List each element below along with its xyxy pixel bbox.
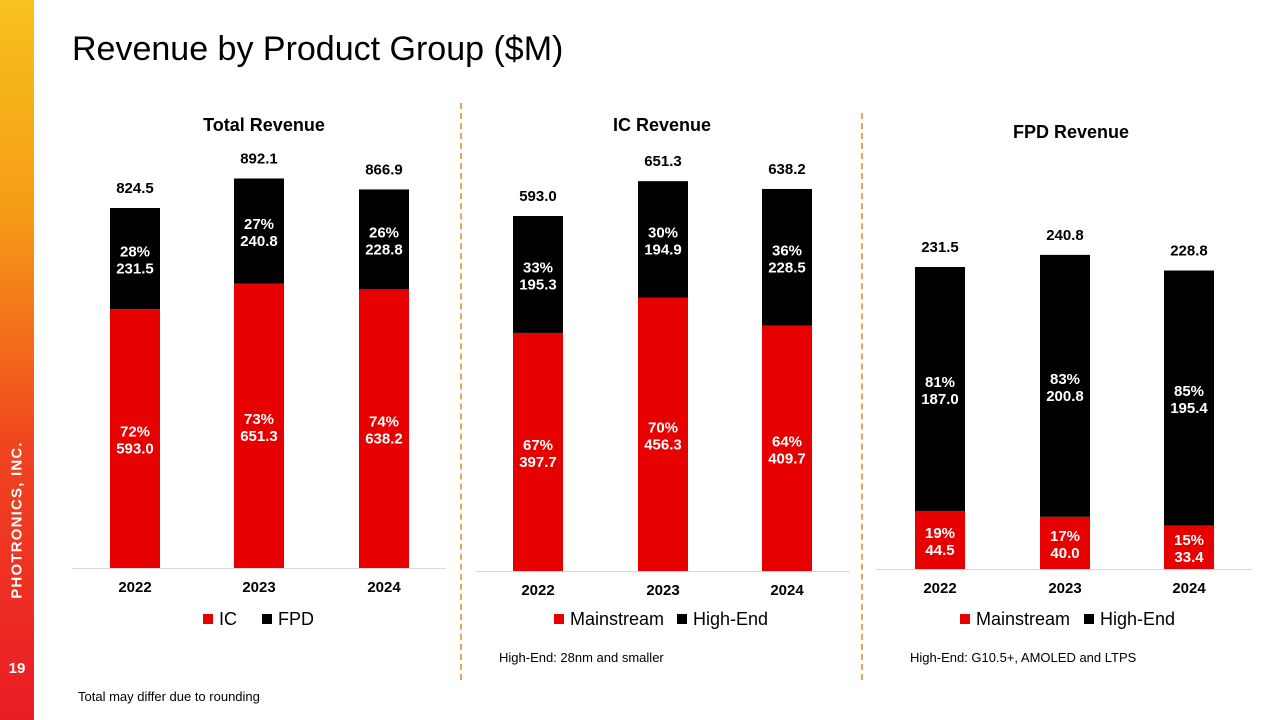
data-label-percent: 67% xyxy=(523,437,553,454)
data-label-percent: 15% xyxy=(1174,532,1204,549)
data-label-value: 397.7 xyxy=(519,454,557,471)
x-tick-label: 2022 xyxy=(521,582,554,599)
bar-mainstream-2023 xyxy=(1040,516,1090,569)
data-label-value: 194.9 xyxy=(644,241,682,258)
legend-swatch xyxy=(262,614,272,624)
data-label-value: 409.7 xyxy=(768,450,806,467)
data-label-value: 44.5 xyxy=(925,542,954,559)
x-tick-label: 2023 xyxy=(1048,580,1081,597)
legend-label: Mainstream xyxy=(976,609,1070,629)
bar-mainstream-2022 xyxy=(915,510,965,569)
page-title: Revenue by Product Group ($M) xyxy=(72,30,564,68)
data-label-percent: 72% xyxy=(120,424,150,441)
total-label: 593.0 xyxy=(519,188,557,205)
bar-high-end-2023 xyxy=(638,181,688,298)
x-tick-label: 2024 xyxy=(1172,580,1206,597)
data-label-value: 33.4 xyxy=(1174,549,1204,566)
bar-high-end-2024 xyxy=(1164,270,1214,526)
total-label: 866.9 xyxy=(365,161,403,178)
bar-fpd-2022 xyxy=(110,208,160,310)
legend-label: High-End xyxy=(1100,609,1175,629)
x-tick-label: 2023 xyxy=(646,582,679,599)
data-label-value: 187.0 xyxy=(921,391,959,408)
legend-label: FPD xyxy=(278,609,314,629)
legend-label: High-End xyxy=(693,609,768,629)
total-label: 240.8 xyxy=(1046,227,1084,244)
data-label-value: 200.8 xyxy=(1046,388,1084,405)
legend-swatch xyxy=(203,614,213,624)
data-label-percent: 19% xyxy=(925,525,955,542)
data-label-percent: 73% xyxy=(244,411,274,428)
data-label-percent: 74% xyxy=(369,414,399,431)
legend-label: Mainstream xyxy=(570,609,664,629)
bar-fpd-2023 xyxy=(234,178,284,284)
chart-title: IC Revenue xyxy=(613,115,711,135)
bar-ic-2022 xyxy=(110,309,160,568)
data-label-value: 638.2 xyxy=(365,431,403,448)
data-label-value: 456.3 xyxy=(644,436,682,453)
bar-mainstream-2023 xyxy=(638,297,688,571)
data-label-value: 40.0 xyxy=(1050,545,1079,562)
data-label-percent: 33% xyxy=(523,259,553,276)
x-tick-label: 2022 xyxy=(923,580,956,597)
page-number: 19 xyxy=(8,660,26,677)
data-label-value: 593.0 xyxy=(116,441,154,458)
brand-sidebar: PHOTRONICS, INC. 19 xyxy=(0,0,34,720)
total-label: 892.1 xyxy=(240,150,278,167)
data-label-percent: 81% xyxy=(925,374,955,391)
legend-swatch xyxy=(554,614,564,624)
data-label-value: 240.8 xyxy=(240,233,278,250)
bar-high-end-2024 xyxy=(762,188,812,326)
total-label: 228.8 xyxy=(1170,243,1208,260)
data-label-percent: 28% xyxy=(120,244,150,261)
chart-title: FPD Revenue xyxy=(1013,122,1129,142)
ic-footnote: High-End: 28nm and smaller xyxy=(499,650,664,665)
data-label-value: 231.5 xyxy=(116,261,154,278)
total-label: 824.5 xyxy=(116,180,154,197)
bar-fpd-2024 xyxy=(359,189,409,290)
bar-mainstream-2024 xyxy=(1164,525,1214,569)
x-tick-label: 2024 xyxy=(367,579,401,596)
legend-swatch xyxy=(677,614,687,624)
bar-high-end-2023 xyxy=(1040,254,1090,517)
data-label-value: 195.4 xyxy=(1170,400,1208,417)
data-label-percent: 17% xyxy=(1050,528,1080,545)
data-label-percent: 70% xyxy=(648,419,678,436)
bar-mainstream-2024 xyxy=(762,325,812,571)
bar-high-end-2022 xyxy=(513,216,563,333)
data-label-value: 228.5 xyxy=(768,259,806,276)
bar-ic-2023 xyxy=(234,283,284,568)
legend-swatch xyxy=(960,614,970,624)
legend-label: IC xyxy=(219,609,237,629)
data-label-percent: 85% xyxy=(1174,383,1204,400)
x-tick-label: 2024 xyxy=(770,582,804,599)
data-label-percent: 64% xyxy=(772,433,802,450)
bar-ic-2024 xyxy=(359,289,409,568)
total-label: 231.5 xyxy=(921,239,959,256)
data-label-value: 651.3 xyxy=(240,428,278,445)
data-label-percent: 30% xyxy=(648,224,678,241)
data-label-percent: 27% xyxy=(244,216,274,233)
x-tick-label: 2023 xyxy=(242,579,275,596)
bar-mainstream-2022 xyxy=(513,332,563,571)
panel-divider xyxy=(460,103,462,680)
data-label-value: 228.8 xyxy=(365,241,403,258)
total-label: 651.3 xyxy=(644,153,682,170)
data-label-value: 195.3 xyxy=(519,276,557,293)
data-label-percent: 83% xyxy=(1050,371,1080,388)
rounding-footnote: Total may differ due to rounding xyxy=(78,689,260,704)
legend-swatch xyxy=(1084,614,1094,624)
bar-high-end-2022 xyxy=(915,267,965,511)
chart-title: Total Revenue xyxy=(203,115,325,135)
data-label-percent: 36% xyxy=(772,242,802,259)
panel-divider xyxy=(861,113,863,680)
data-label-percent: 26% xyxy=(369,224,399,241)
fpd-footnote: High-End: G10.5+, AMOLED and LTPS xyxy=(910,650,1137,665)
x-tick-label: 2022 xyxy=(118,579,151,596)
total-label: 638.2 xyxy=(768,161,806,178)
